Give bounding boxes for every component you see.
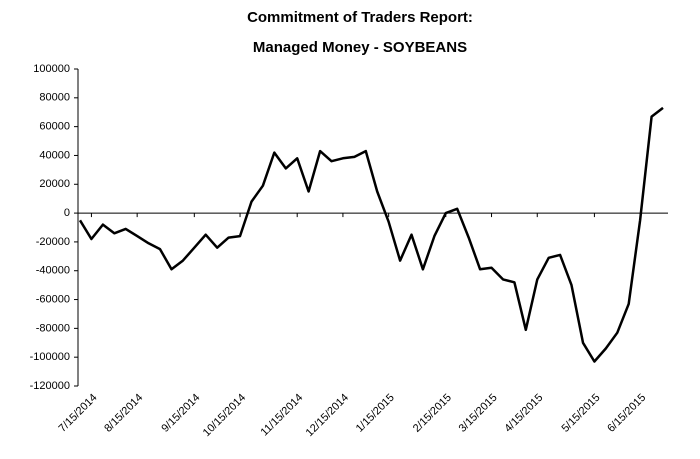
y-tick-label: 40000	[39, 149, 70, 161]
y-tick-label: 60000	[39, 121, 70, 133]
x-tick-label: 10/15/2014	[201, 392, 248, 439]
x-tick-label: 5/15/2015	[559, 392, 602, 435]
chart-title: Managed Money - SOYBEANS	[253, 39, 467, 56]
x-tick-label: 1/15/2015	[354, 392, 397, 435]
y-tick-label: 80000	[39, 92, 70, 104]
y-tick-label: 0	[64, 207, 70, 219]
x-tick-label: 4/15/2015	[502, 392, 545, 435]
x-tick-label: 12/15/2014	[304, 392, 351, 439]
x-tick-label: 3/15/2015	[457, 392, 500, 435]
y-tick-label: -120000	[30, 380, 70, 392]
series-line	[78, 106, 664, 363]
x-tick-label: 7/15/2014	[57, 392, 100, 435]
x-tick-label: 8/15/2014	[102, 392, 145, 435]
y-tick-label: -100000	[30, 351, 70, 363]
y-tick-label: 20000	[39, 178, 70, 190]
chart-title: Commitment of Traders Report:	[247, 9, 473, 26]
x-tick-label: 2/15/2015	[411, 392, 454, 435]
y-tick-label: -80000	[36, 322, 70, 334]
x-tick-label: 6/15/2015	[605, 392, 648, 435]
y-tick-label: 100000	[33, 63, 70, 75]
y-tick-label: -40000	[36, 265, 70, 277]
x-tick-label: 9/15/2014	[159, 392, 202, 435]
x-tick-label: 11/15/2014	[259, 392, 306, 439]
y-tick-label: -20000	[36, 236, 70, 248]
y-tick-label: -60000	[36, 293, 70, 305]
